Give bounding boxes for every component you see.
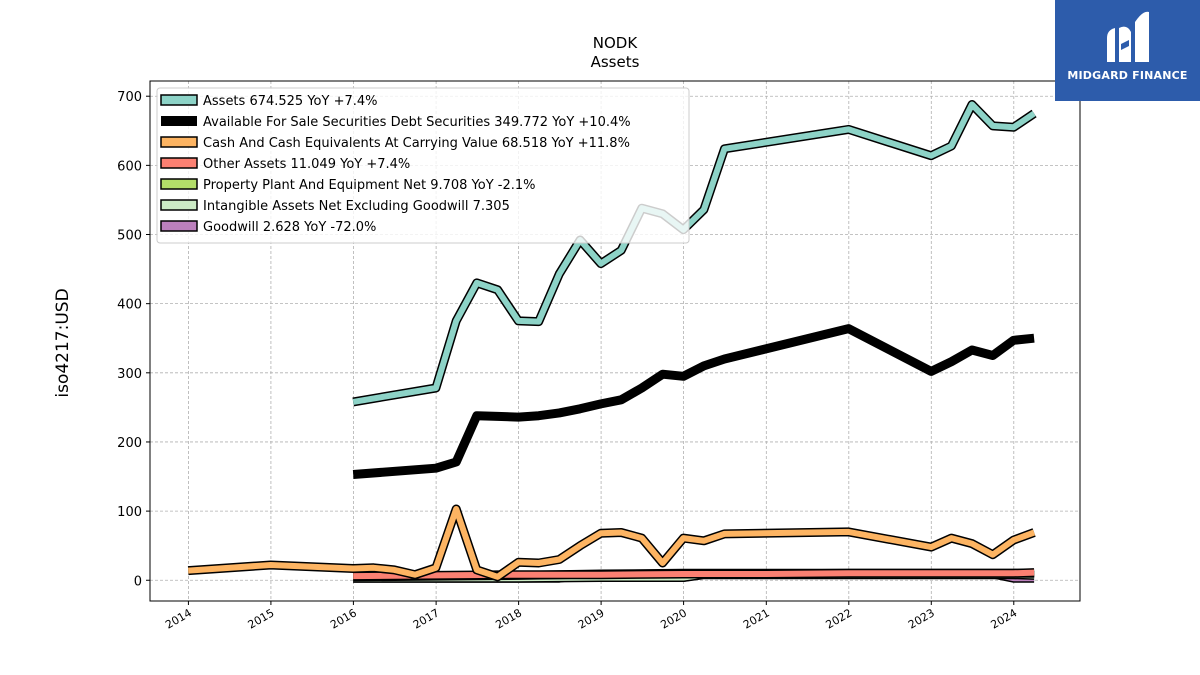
x-tick-label: 2021 bbox=[741, 606, 772, 631]
legend-item: Other Assets 11.049 YoY +7.4% bbox=[160, 157, 410, 172]
legend-label: Goodwill 2.628 YoY -72.0% bbox=[203, 220, 376, 235]
y-axis-label: iso4217:USD bbox=[53, 288, 73, 397]
legend-label: Other Assets 11.049 YoY +7.4% bbox=[203, 157, 410, 172]
x-tick-label: 2022 bbox=[824, 606, 855, 631]
legend-swatch bbox=[160, 136, 198, 148]
y-tick-label: 0 bbox=[134, 574, 142, 589]
y-tick-label: 100 bbox=[117, 505, 142, 520]
legend-swatch bbox=[160, 199, 198, 211]
legend-label: Assets 674.525 YoY +7.4% bbox=[203, 94, 378, 109]
y-tick-label: 600 bbox=[117, 159, 142, 174]
series-1 bbox=[352, 324, 1035, 479]
legend-label: Property Plant And Equipment Net 9.708 Y… bbox=[203, 178, 536, 193]
midgard-mark-icon bbox=[1107, 11, 1149, 63]
legend-item: Cash And Cash Equivalents At Carrying Va… bbox=[160, 136, 630, 151]
y-tick-label: 500 bbox=[117, 229, 142, 244]
brand-logo: MIDGARD FINANCE bbox=[1055, 0, 1200, 101]
legend-swatch bbox=[160, 157, 198, 169]
legend-item: Assets 674.525 YoY +7.4% bbox=[160, 94, 378, 109]
legend-item: Property Plant And Equipment Net 9.708 Y… bbox=[160, 178, 536, 193]
x-tick-label: 2016 bbox=[328, 606, 359, 631]
series-line bbox=[187, 506, 1036, 580]
series-3 bbox=[353, 568, 1035, 581]
legend-swatch bbox=[160, 94, 198, 106]
legend: Assets 674.525 YoY +7.4% Available For Sa… bbox=[156, 87, 690, 244]
plot-frame bbox=[149, 80, 1081, 602]
x-tick-label: 2018 bbox=[493, 606, 524, 631]
series-line bbox=[352, 324, 1035, 479]
legend-item: Goodwill 2.628 YoY -72.0% bbox=[160, 220, 376, 235]
y-tick-label: 700 bbox=[117, 90, 142, 105]
y-tick-label: 400 bbox=[117, 298, 142, 313]
series-2 bbox=[187, 504, 1036, 582]
brand-name: MIDGARD FINANCE bbox=[1067, 69, 1188, 82]
legend-item: Intangible Assets Net Excluding Goodwill… bbox=[160, 199, 510, 214]
legend-swatch bbox=[160, 220, 198, 232]
legend-label: Cash And Cash Equivalents At Carrying Va… bbox=[203, 136, 630, 151]
legend-label: Available For Sale Securities Debt Secur… bbox=[203, 115, 631, 130]
legend-item: Available For Sale Securities Debt Secur… bbox=[161, 115, 631, 130]
x-tick-label: 2017 bbox=[411, 606, 442, 631]
y-tick-label: 300 bbox=[117, 367, 142, 382]
legend-box bbox=[156, 87, 690, 244]
x-tick-label: 2023 bbox=[906, 606, 937, 631]
y-tick-label: 200 bbox=[117, 436, 142, 451]
series-line bbox=[353, 569, 1035, 580]
legend-swatch bbox=[160, 178, 198, 190]
chart-subtitle: Assets bbox=[591, 53, 640, 71]
legend-label: Intangible Assets Net Excluding Goodwill… bbox=[203, 199, 510, 214]
x-tick-label: 2024 bbox=[989, 606, 1020, 631]
chart-title: NODK bbox=[593, 34, 639, 52]
x-tick-label: 2019 bbox=[576, 606, 607, 631]
legend-swatch bbox=[161, 116, 197, 126]
x-tick-label: 2020 bbox=[658, 606, 689, 631]
x-tick-label: 2015 bbox=[246, 606, 277, 631]
x-tick-label: 2014 bbox=[163, 606, 194, 631]
